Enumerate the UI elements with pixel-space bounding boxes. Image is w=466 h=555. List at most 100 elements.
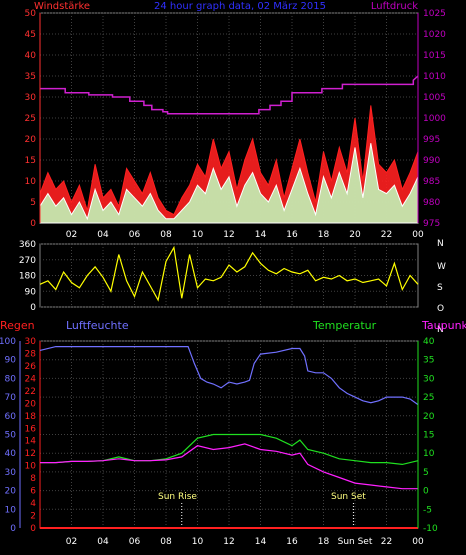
wind-tick-label: 25	[25, 114, 36, 124]
temp-x-tick-label: 04	[97, 537, 109, 547]
wind-x-tick-label: 06	[129, 230, 141, 240]
temp-x-tick-label: 00	[412, 537, 424, 547]
temp-tick-label: 40	[423, 337, 435, 347]
rain-tick-label: 14	[25, 437, 37, 447]
temp-x-tick-label: 18	[318, 537, 330, 547]
wind-x-tick-label: 02	[66, 230, 77, 240]
wind-tick-label: 10	[25, 177, 37, 187]
wind-tick-label: 50	[25, 9, 37, 19]
humidity-tick-label: 70	[5, 393, 17, 403]
wind-x-tick-label: 14	[255, 230, 267, 240]
sunset-label: Sun Set	[331, 492, 366, 502]
wind-x-tick-label: 04	[97, 230, 109, 240]
temp-tick-label: -10	[423, 524, 438, 534]
temp-tick-label: 25	[423, 393, 434, 403]
wind-panel-title: Windstärke	[34, 1, 90, 12]
direction-letter: N	[437, 325, 444, 335]
temp-x-tick-label: 16	[286, 537, 298, 547]
sunrise-label: Sun Rise	[158, 492, 197, 502]
humidity-tick-label: 20	[5, 487, 17, 497]
wind-direction-series	[39, 245, 419, 302]
wind-x-tick-label: 22	[381, 230, 392, 240]
rain-tick-label: 8	[30, 474, 36, 484]
wind-tick-label: 20	[25, 135, 37, 145]
temp-x-tick-label: 06	[129, 537, 141, 547]
wind-avg-series	[39, 143, 419, 224]
chart-main-title: 24 hour graph data, 02 März 2015	[154, 1, 326, 12]
wind-tick-label: 35	[25, 72, 36, 82]
temp-x-tick-label: 22	[381, 537, 392, 547]
temp-x-tick-label: 08	[160, 537, 172, 547]
dewpoint-series	[40, 443, 418, 490]
direction-letter: S	[437, 283, 443, 293]
pressure-tick-label: 1025	[423, 9, 446, 19]
humidity-tick-label: 40	[5, 449, 17, 459]
temp-tick-label: 0	[423, 487, 429, 497]
temp-tick-label: 30	[423, 374, 435, 384]
pressure-series	[40, 75, 419, 115]
temp-x-tick-label: 02	[66, 537, 77, 547]
rain-tick-label: 12	[25, 449, 36, 459]
pressure-tick-label: 980	[423, 198, 440, 208]
pressure-tick-label: 975	[423, 219, 440, 229]
direction-letter: N	[437, 239, 444, 249]
humidity-tick-label: 10	[5, 505, 17, 515]
pressure-tick-label: 1010	[423, 72, 446, 82]
pressure-tick-label: 985	[423, 177, 440, 187]
rain-tick-label: 4	[30, 499, 36, 509]
rain-tick-label: 30	[25, 337, 37, 347]
rain-tick-label: 24	[25, 374, 37, 384]
temperature-axis-label: Temperatur	[312, 319, 377, 332]
pressure-tick-label: 1020	[423, 30, 446, 40]
pressure-panel-title: Luftdruck	[371, 1, 418, 12]
wind-tick-label: 5	[30, 198, 36, 208]
direction-letter: W	[437, 262, 446, 272]
wind-tick-label: 15	[25, 156, 36, 166]
temp-tick-label: 5	[423, 468, 429, 478]
humidity-tick-label: 50	[5, 431, 17, 441]
rain-tick-label: 20	[25, 399, 37, 409]
humidity-tick-label: 100	[0, 337, 16, 347]
direction-letter: O	[437, 304, 444, 314]
temp-tick-label: 15	[423, 431, 434, 441]
temp-x-tick-label: Sun Set	[338, 537, 373, 547]
temp-tick-label: 35	[423, 356, 434, 366]
rain-tick-label: 2	[30, 512, 36, 522]
pressure-tick-label: 995	[423, 135, 440, 145]
rain-tick-label: 6	[30, 487, 36, 497]
direction-tick-label: 360	[19, 240, 36, 250]
direction-tick-label: 270	[19, 256, 36, 266]
humidity-series	[39, 346, 419, 406]
wind-x-tick-label: 00	[412, 230, 424, 240]
wind-tick-label: 0	[30, 219, 36, 229]
rain-tick-label: 22	[25, 387, 36, 397]
temp-x-tick-label: 14	[255, 537, 267, 547]
rain-axis-label: Regen	[0, 319, 35, 332]
humidity-tick-label: 0	[10, 524, 16, 534]
humidity-tick-label: 80	[5, 374, 17, 384]
pressure-tick-label: 1015	[423, 51, 446, 61]
rain-tick-label: 26	[25, 362, 37, 372]
temp-x-tick-label: 10	[192, 537, 204, 547]
wind-pressure-panel: 0510152025303540455097598098599099510001…	[25, 9, 447, 240]
temp-tick-label: 10	[423, 449, 435, 459]
direction-tick-label: 180	[19, 272, 36, 282]
rain-tick-label: 16	[25, 424, 37, 434]
wind-x-tick-label: 12	[223, 230, 234, 240]
temp-tick-label: -5	[423, 505, 432, 515]
wind-tick-label: 30	[25, 93, 37, 103]
temp-tick-label: 20	[423, 412, 435, 422]
pressure-tick-label: 1005	[423, 93, 446, 103]
wind-direction-panel: 360 270 180 90 0 N W S O N	[19, 239, 446, 335]
wind-tick-label: 45	[25, 30, 36, 40]
humidity-tick-label: 90	[5, 356, 17, 366]
wind-x-tick-label: 10	[192, 230, 204, 240]
rain-tick-label: 10	[25, 462, 37, 472]
pressure-tick-label: 990	[423, 156, 440, 166]
wind-x-tick-label: 20	[349, 230, 361, 240]
rain-tick-label: 18	[25, 412, 37, 422]
temperature-humidity-panel: -10-505101520253035400102030405060708090…	[0, 337, 438, 547]
wind-x-tick-label: 08	[160, 230, 172, 240]
dewpoint-axis-label: Taupunkt	[421, 319, 466, 332]
